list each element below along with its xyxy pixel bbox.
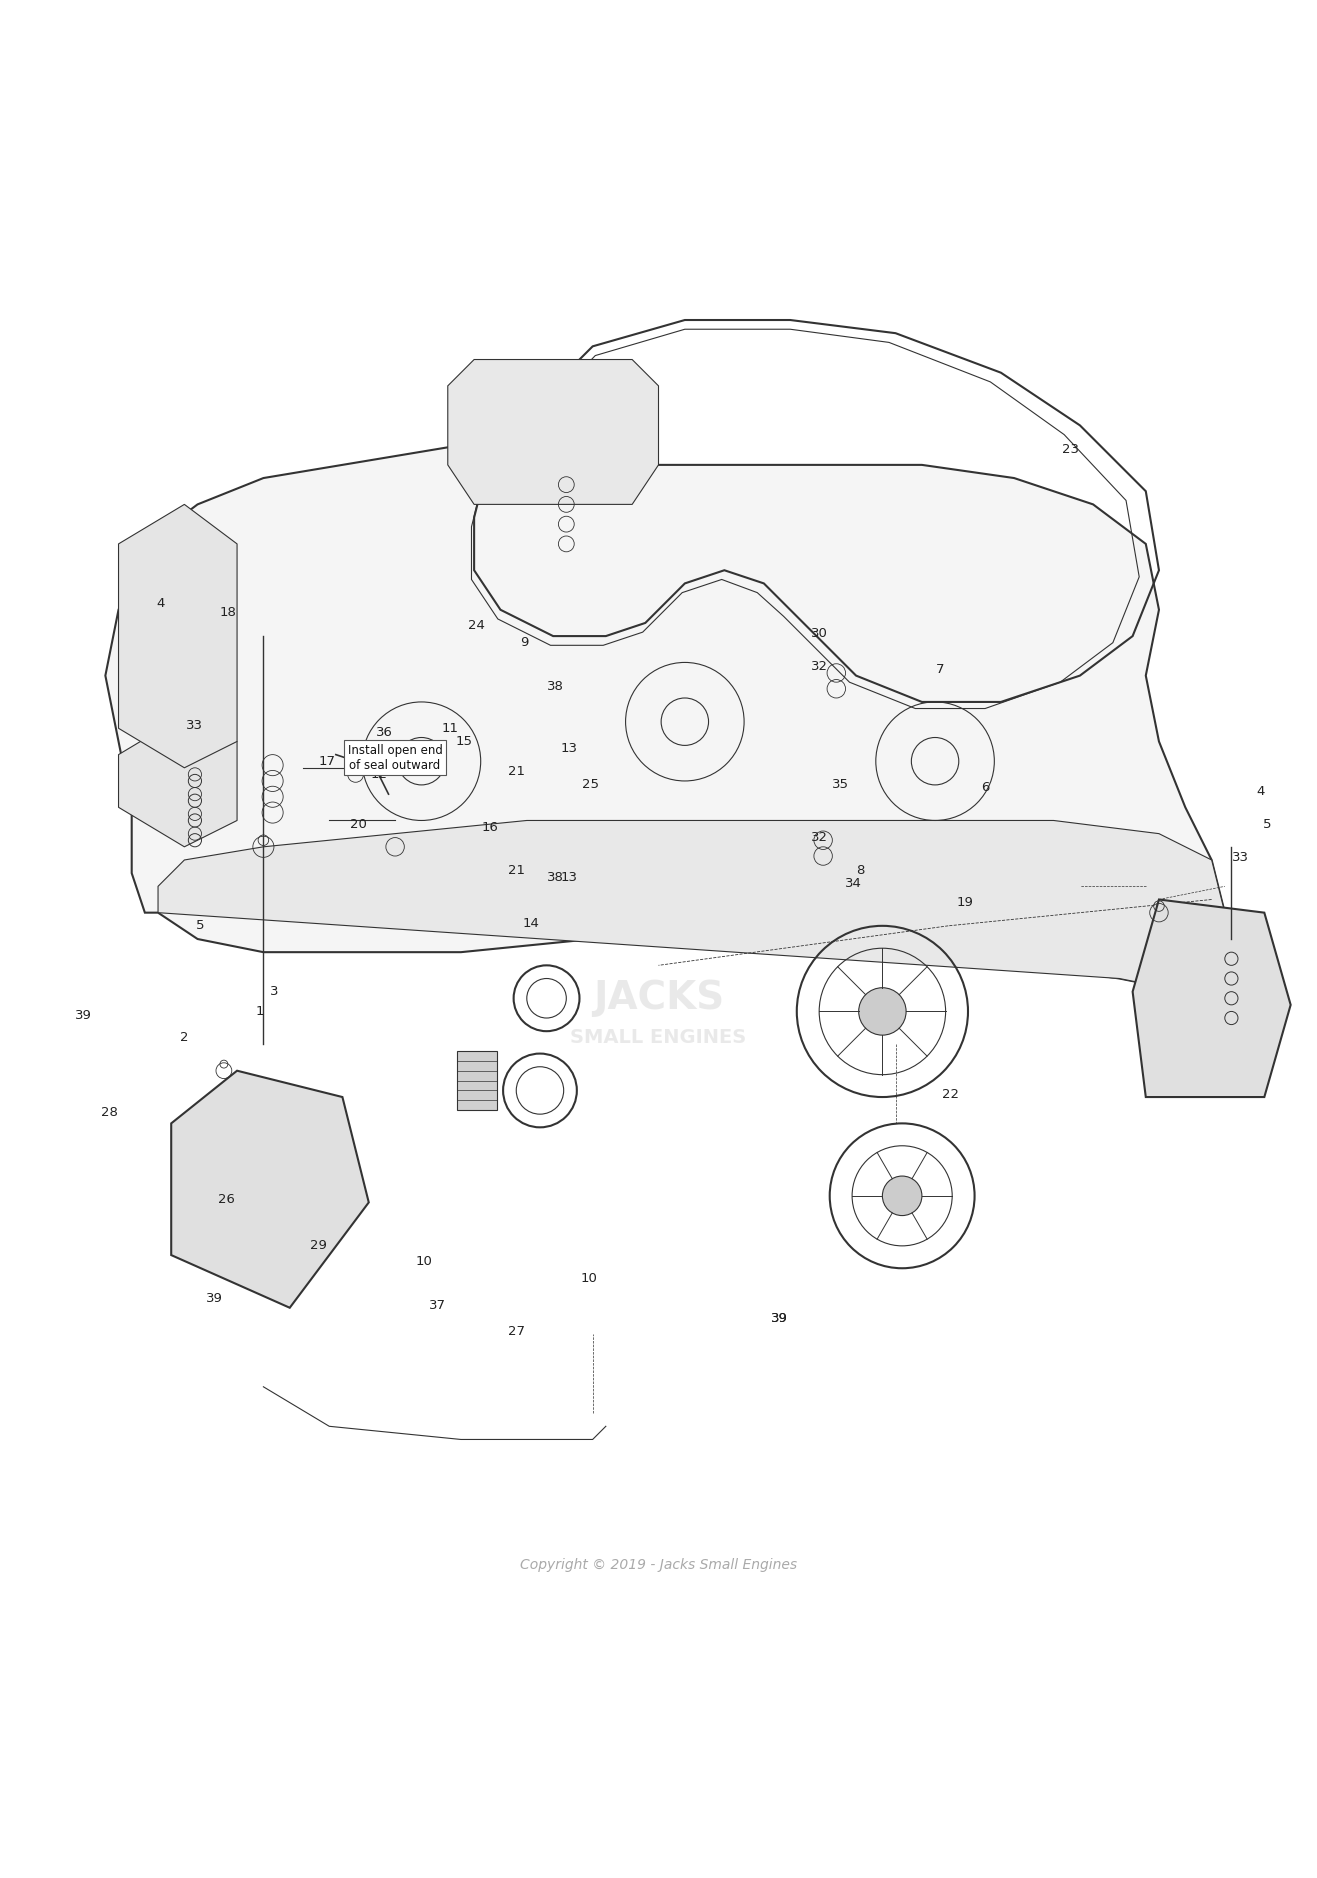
Text: 33: 33 <box>1233 851 1249 864</box>
Text: 5: 5 <box>1263 819 1271 830</box>
Text: 33: 33 <box>187 719 203 732</box>
Text: 11: 11 <box>443 721 458 734</box>
Text: 38: 38 <box>548 680 564 693</box>
Text: 39: 39 <box>772 1313 788 1324</box>
Text: SMALL ENGINES: SMALL ENGINES <box>570 1029 747 1048</box>
Text: 15: 15 <box>456 734 471 747</box>
Polygon shape <box>1133 900 1291 1097</box>
Text: JACKS: JACKS <box>593 978 724 1018</box>
Polygon shape <box>158 821 1225 992</box>
Text: 4: 4 <box>157 597 165 610</box>
Polygon shape <box>119 716 237 847</box>
Text: 4: 4 <box>1256 785 1264 798</box>
Text: 38: 38 <box>548 871 564 885</box>
Text: 37: 37 <box>429 1298 445 1311</box>
Text: 17: 17 <box>319 755 335 768</box>
Text: 9: 9 <box>520 637 528 650</box>
FancyBboxPatch shape <box>457 1052 497 1110</box>
Text: 32: 32 <box>811 832 827 843</box>
Text: 31: 31 <box>363 764 379 777</box>
Text: Copyright © 2019 - Jacks Small Engines: Copyright © 2019 - Jacks Small Engines <box>520 1557 797 1572</box>
Text: 14: 14 <box>523 916 539 930</box>
Circle shape <box>859 988 906 1035</box>
Text: 32: 32 <box>811 659 827 672</box>
Text: 10: 10 <box>581 1271 597 1285</box>
Text: 27: 27 <box>508 1326 524 1337</box>
Text: 39: 39 <box>772 1313 788 1324</box>
Text: 23: 23 <box>1063 443 1079 456</box>
Text: 3: 3 <box>270 986 278 999</box>
Text: 39: 39 <box>207 1292 223 1305</box>
Polygon shape <box>105 439 1225 992</box>
Polygon shape <box>171 1070 369 1307</box>
Text: 13: 13 <box>561 742 577 755</box>
Text: 36: 36 <box>377 725 392 738</box>
Text: 8: 8 <box>856 864 864 877</box>
Text: 25: 25 <box>582 777 598 791</box>
Circle shape <box>882 1176 922 1215</box>
Text: 30: 30 <box>811 627 827 640</box>
Text: 19: 19 <box>957 896 973 909</box>
Text: 6: 6 <box>981 781 989 794</box>
Polygon shape <box>119 505 237 768</box>
Text: 28: 28 <box>101 1106 117 1119</box>
Text: 21: 21 <box>508 864 524 877</box>
Text: 12: 12 <box>371 768 387 781</box>
Text: 35: 35 <box>832 777 848 791</box>
Text: Install open end
of seal outward: Install open end of seal outward <box>348 744 443 772</box>
Text: 34: 34 <box>846 877 861 890</box>
Text: 24: 24 <box>469 620 485 633</box>
Text: 39: 39 <box>75 1008 91 1022</box>
Text: 1: 1 <box>255 1005 263 1018</box>
Text: 5: 5 <box>196 920 204 931</box>
Text: 18: 18 <box>220 607 236 620</box>
Text: 26: 26 <box>219 1193 234 1206</box>
Text: 20: 20 <box>350 819 366 830</box>
Text: 22: 22 <box>943 1087 959 1101</box>
Text: 16: 16 <box>482 821 498 834</box>
Text: 29: 29 <box>311 1239 327 1253</box>
Text: 7: 7 <box>936 663 944 676</box>
Text: 2: 2 <box>180 1031 188 1044</box>
Polygon shape <box>448 359 658 505</box>
Text: 13: 13 <box>561 871 577 885</box>
Text: 10: 10 <box>416 1255 432 1268</box>
Text: 21: 21 <box>508 764 524 777</box>
